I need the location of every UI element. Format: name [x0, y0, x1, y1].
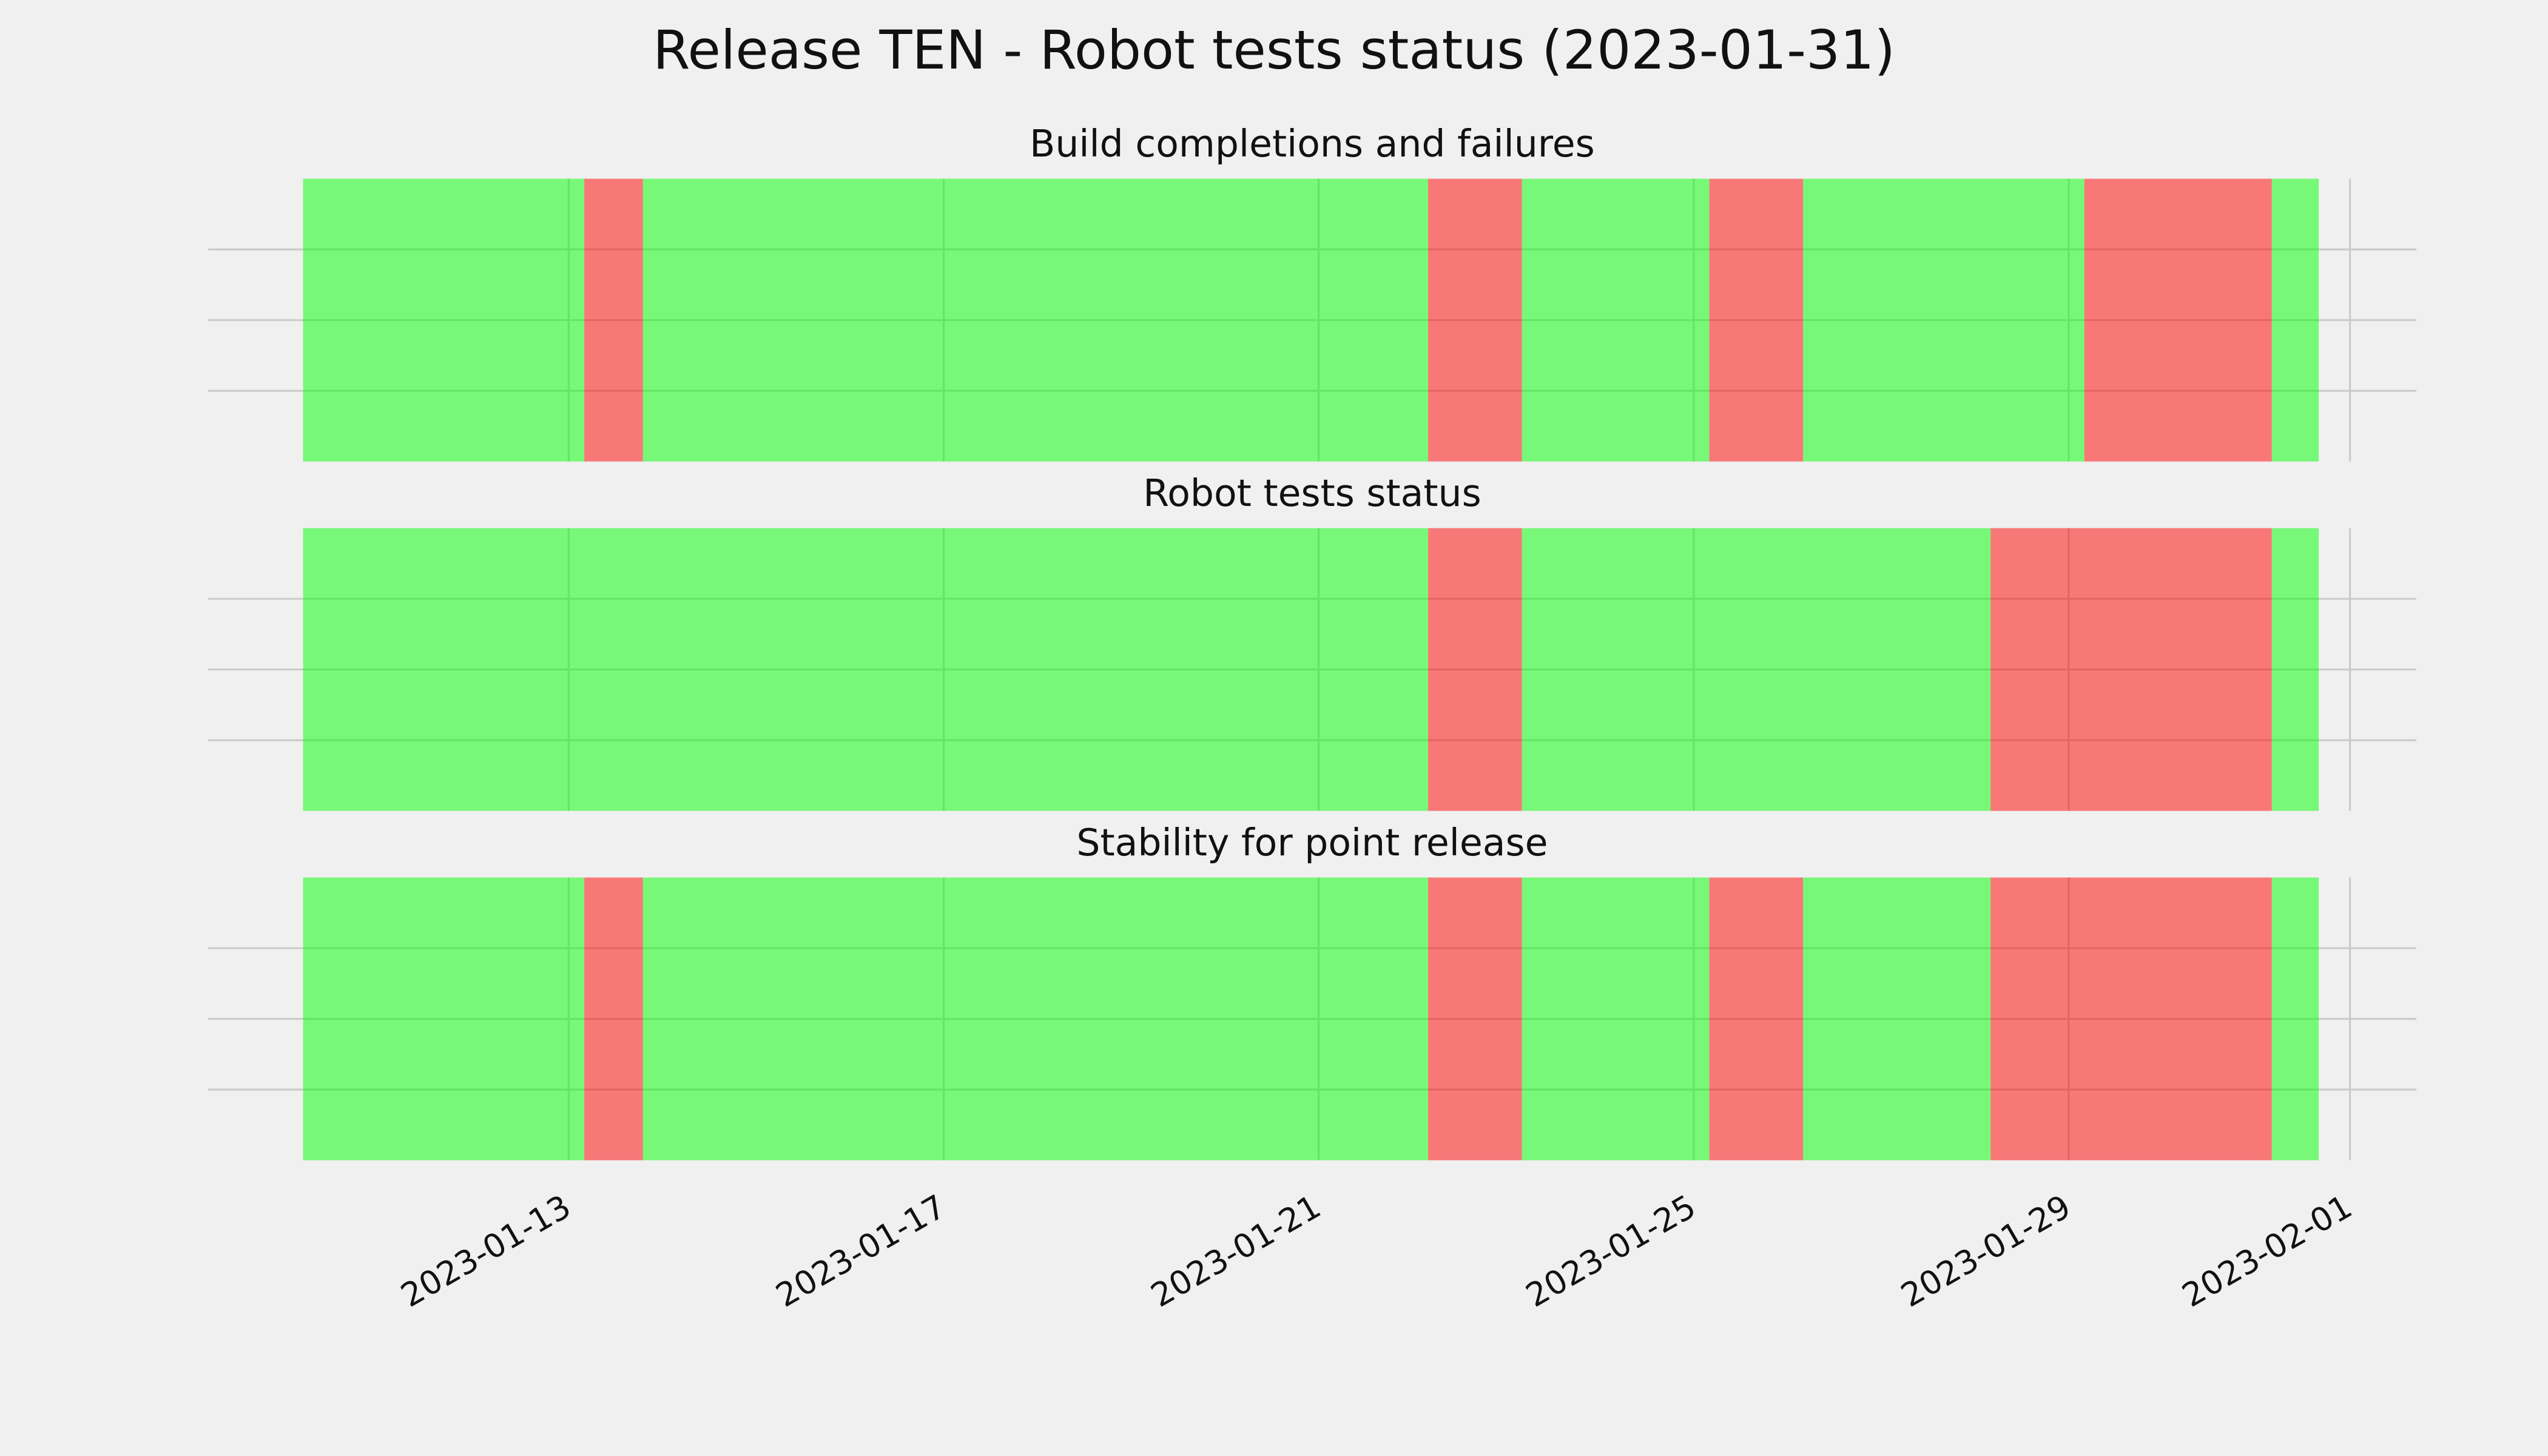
- status-segment: [584, 178, 643, 462]
- status-segment: [584, 877, 643, 1161]
- status-segment: [1709, 877, 1804, 1161]
- status-segment: [303, 528, 1428, 811]
- status-segment: [1522, 877, 1710, 1161]
- subplot-title: Stability for point release: [1076, 821, 1548, 864]
- status-segment: [303, 178, 585, 462]
- status-segment: [642, 178, 1428, 462]
- status-segment: [1990, 877, 2272, 1161]
- status-segment: [1803, 178, 2085, 462]
- status-segment: [642, 877, 1428, 1161]
- status-segment: [1803, 877, 1991, 1161]
- status-segment: [1427, 178, 1522, 462]
- status-segment: [1522, 528, 1991, 811]
- status-segment: [1990, 528, 2272, 811]
- status-segment: [303, 877, 585, 1161]
- status-segment: [2271, 178, 2319, 462]
- status-segment: [2271, 528, 2319, 811]
- status-segment: [2084, 178, 2272, 462]
- status-segment: [1709, 178, 1804, 462]
- subplot-title: Build completions and failures: [1030, 122, 1595, 166]
- chart-title: Release TEN - Robot tests status (2023-0…: [653, 19, 1895, 81]
- status-segment: [1427, 528, 1522, 811]
- status-segment: [1427, 877, 1522, 1161]
- subplot-title: Robot tests status: [1143, 471, 1481, 515]
- status-segment: [2271, 877, 2319, 1161]
- status-segment: [1522, 178, 1710, 462]
